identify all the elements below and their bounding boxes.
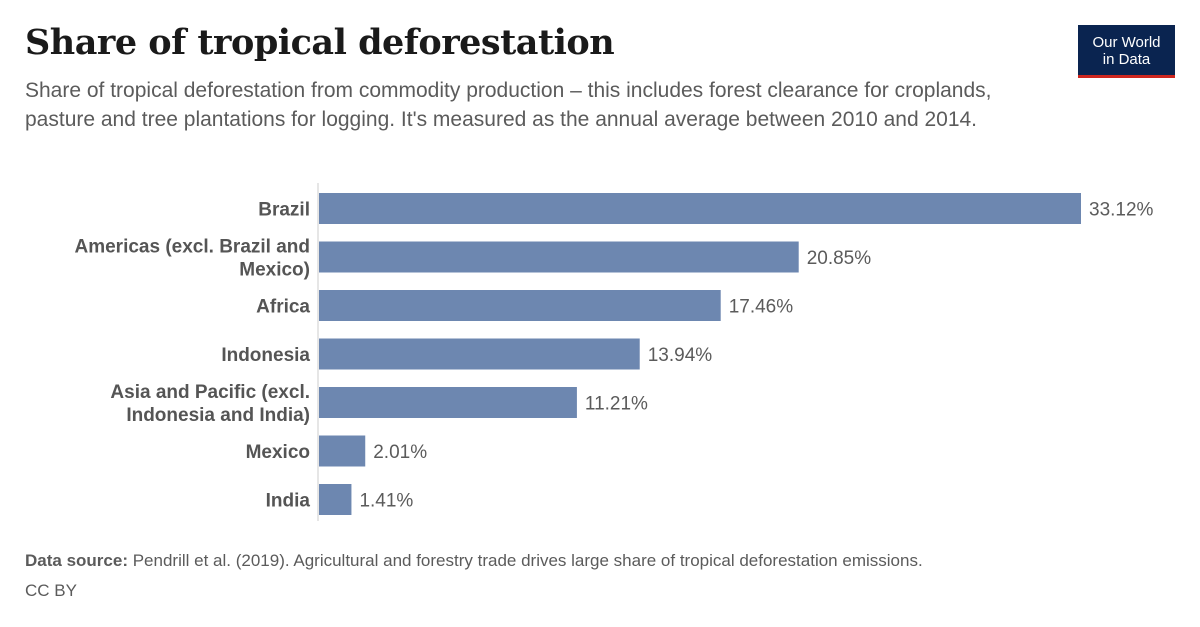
category-label: Brazil	[258, 200, 310, 221]
category-label-line: Americas (excl. Brazil and	[75, 237, 311, 258]
category-label-line: India	[266, 491, 311, 512]
value-label: 2.01%	[373, 442, 427, 463]
category-label: India	[266, 491, 311, 512]
license-text[interactable]: CC BY	[25, 581, 77, 600]
bar[interactable]	[319, 193, 1081, 224]
category-label-line: Mexico	[246, 442, 310, 463]
owid-logo[interactable]: Our World in Data	[1078, 25, 1175, 78]
logo-line-1: Our World	[1092, 34, 1161, 51]
category-label: Americas (excl. Brazil and Mexico)	[75, 237, 311, 281]
source-text[interactable]: Pendrill et al. (2019). Agricultural and…	[132, 551, 923, 570]
category-label: Indonesia	[221, 345, 310, 366]
category-label-line: Indonesia	[221, 345, 310, 366]
value-label: 11.21%	[585, 394, 648, 415]
value-label: 1.41%	[359, 491, 413, 512]
bar[interactable]	[319, 387, 577, 418]
footer: Data source: Pendrill et al. (2019). Agr…	[25, 546, 1175, 606]
source-label: Data source:	[25, 551, 128, 570]
category-label-line: Mexico)	[239, 260, 310, 281]
chart-subtitle: Share of tropical deforestation from com…	[25, 79, 992, 131]
value-label: 13.94%	[648, 345, 713, 366]
bar[interactable]	[319, 290, 721, 321]
bar[interactable]	[319, 241, 799, 273]
value-label: 33.12%	[1089, 200, 1154, 221]
category-label-line: Asia and Pacific (excl.	[110, 382, 310, 403]
bar[interactable]	[319, 338, 640, 370]
category-label-line: Africa	[256, 297, 310, 318]
value-label: 17.46%	[729, 297, 794, 318]
logo-line-2: in Data	[1102, 51, 1151, 68]
bar[interactable]	[319, 484, 352, 515]
chart-title: Share of tropical deforestation	[25, 22, 615, 63]
value-label: 20.85%	[807, 248, 872, 269]
category-label-line: Indonesia and India)	[126, 405, 310, 426]
source-line: Data source: Pendrill et al. (2019). Agr…	[25, 546, 1175, 576]
bar[interactable]	[319, 435, 366, 467]
category-label: Africa	[256, 297, 310, 318]
category-label: Asia and Pacific (excl. Indonesia and Ind…	[110, 382, 310, 426]
category-label-line: Brazil	[258, 200, 310, 221]
category-label: Mexico	[246, 442, 310, 463]
